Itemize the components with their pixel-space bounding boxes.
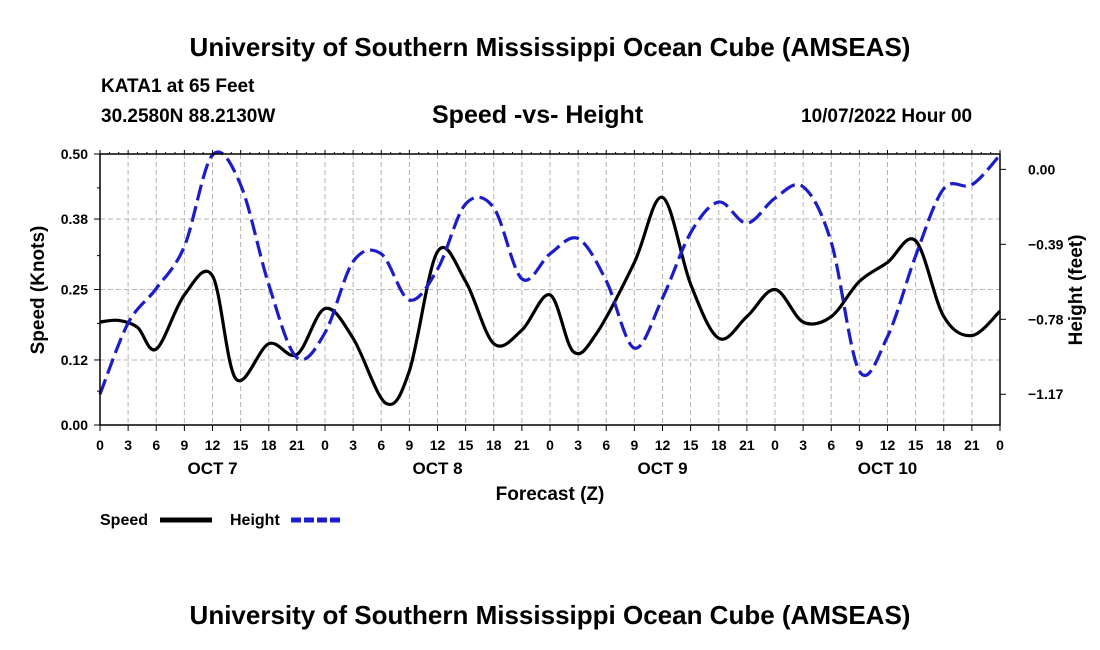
y-axis-title: Speed (Knots) — [28, 226, 49, 355]
x-tick-label: 21 — [514, 437, 530, 453]
day-label: OCT 8 — [412, 459, 462, 478]
day-label: OCT 10 — [858, 459, 918, 478]
coordinates-label: 30.2580N 88.2130W — [101, 106, 276, 127]
x-tick-label: 21 — [964, 437, 980, 453]
legend-speed-label: Speed — [100, 512, 148, 529]
x-tick-label: 9 — [630, 437, 638, 453]
x-tick-label: 9 — [405, 437, 413, 453]
x-tick-label: 6 — [377, 437, 385, 453]
y2-axis-title: Height (feet) — [1066, 235, 1087, 346]
y-tick-label: 0.12 — [61, 352, 88, 368]
x-tick-label: 6 — [152, 437, 160, 453]
legend: Speed Height — [100, 512, 343, 529]
x-tick-label: 18 — [261, 437, 277, 453]
y2-tick-label: −0.78 — [1028, 311, 1064, 327]
x-tick-label: 15 — [908, 437, 924, 453]
chart-title-bottom: University of Southern Mississippi Ocean… — [189, 600, 911, 630]
chart-title-top: University of Southern Mississippi Ocean… — [189, 32, 911, 62]
y2-tick-label: −0.39 — [1028, 236, 1064, 252]
chart-subtitle: Speed -vs- Height — [432, 101, 644, 129]
y-tick-label: 0.50 — [61, 146, 88, 162]
grid-lines — [100, 154, 1000, 425]
y-tick-label: 0.25 — [61, 282, 88, 298]
x-tick-label: 15 — [458, 437, 474, 453]
x-tick-label: 18 — [936, 437, 952, 453]
x-tick-label: 15 — [233, 437, 249, 453]
series-height-line — [98, 150, 1002, 395]
x-tick-label: 3 — [799, 437, 807, 453]
x-tick-label: 18 — [711, 437, 727, 453]
station-label: KATA1 at 65 Feet — [101, 76, 255, 97]
day-label: OCT 9 — [637, 459, 687, 478]
x-tick-label: 21 — [289, 437, 305, 453]
y2-tick-label: 0.00 — [1028, 161, 1055, 177]
x-tick-label: 12 — [655, 437, 671, 453]
x-axis-title: Forecast (Z) — [496, 484, 605, 505]
y-tick-label: 0.00 — [61, 417, 88, 433]
x-tick-label: 6 — [602, 437, 610, 453]
x-tick-label: 12 — [880, 437, 896, 453]
x-tick-label: 21 — [739, 437, 755, 453]
x-tick-label: 9 — [855, 437, 863, 453]
x-tick-label: 0 — [96, 437, 104, 453]
x-tick-label: 0 — [546, 437, 554, 453]
x-tick-label: 6 — [827, 437, 835, 453]
x-tick-label: 0 — [996, 437, 1004, 453]
x-tick-label: 3 — [574, 437, 582, 453]
x-tick-label: 3 — [349, 437, 357, 453]
x-tick-label: 0 — [771, 437, 779, 453]
x-tick-label: 12 — [430, 437, 446, 453]
y2-tick-label: −1.17 — [1028, 386, 1064, 402]
day-label: OCT 7 — [187, 459, 237, 478]
x-tick-label: 15 — [683, 437, 699, 453]
date-label: 10/07/2022 Hour 00 — [801, 106, 973, 127]
series-speed-line — [99, 195, 1002, 407]
x-tick-label: 12 — [205, 437, 221, 453]
legend-height-label: Height — [230, 512, 280, 529]
x-tick-label: 18 — [486, 437, 502, 453]
y-tick-label: 0.38 — [61, 211, 88, 227]
x-tick-label: 0 — [321, 437, 329, 453]
x-tick-label: 3 — [124, 437, 132, 453]
x-tick-label: 9 — [180, 437, 188, 453]
